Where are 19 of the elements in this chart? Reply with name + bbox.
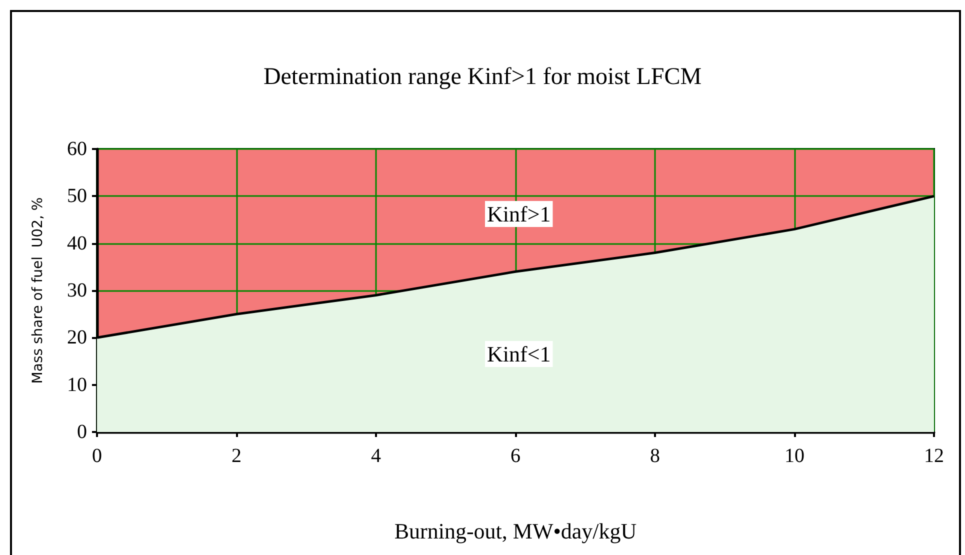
annotation: Kinf>1 [487,202,551,226]
y-tick-label: 40 [67,232,87,254]
x-tick-label: 6 [510,445,520,467]
x-tick-label: 2 [232,445,242,467]
x-axis-title: Burning-out, MW•day/kgU [394,518,637,544]
chart-title: Determination range Kinf>1 for moist LFCM [263,64,702,90]
x-tick-label: 12 [924,445,944,467]
x-tick-label: 4 [371,445,381,467]
y-tick-label: 20 [67,326,87,349]
y-axis-title: Mass share of fuel U02, % [30,197,46,384]
x-tick-label: 0 [92,445,102,467]
y-tick-label: 50 [67,185,87,208]
annotation: Kinf<1 [487,342,551,366]
y-tick-label: 30 [67,280,87,302]
y-tick-label: 0 [77,421,87,443]
x-tick-label: 10 [784,445,804,467]
y-tick-label: 60 [67,138,87,160]
y-tick-label: 10 [67,374,87,396]
x-tick-label: 8 [650,445,660,467]
